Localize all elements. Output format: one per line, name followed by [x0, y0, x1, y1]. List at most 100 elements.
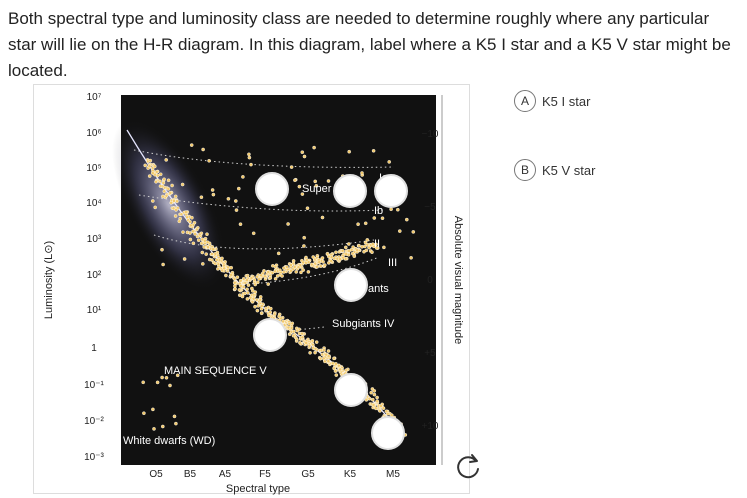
- star-dot: [213, 251, 218, 256]
- star-dot: [211, 192, 216, 197]
- question-line-1: Both spectral type and luminosity class …: [8, 9, 710, 28]
- star-dot: [188, 231, 192, 235]
- star-dot: [302, 235, 307, 240]
- star-dot: [158, 184, 163, 188]
- star-dot: [273, 264, 278, 269]
- star-dot: [334, 250, 338, 255]
- star-dot: [250, 300, 255, 304]
- star-dot: [363, 244, 367, 249]
- star-dot: [291, 329, 296, 334]
- star-dot: [171, 206, 176, 211]
- star-dot: [197, 232, 202, 237]
- star-dot: [313, 350, 317, 355]
- star-dot: [367, 245, 371, 250]
- label-class-ii: II: [374, 238, 380, 250]
- star-dot: [181, 230, 185, 234]
- magnitude-axis-title: Absolute visual magnitude: [452, 216, 464, 344]
- drop-zone-6[interactable]: [334, 373, 368, 407]
- star-dot: [253, 304, 257, 309]
- star-dot: [205, 232, 209, 236]
- main-sequence-glow: [112, 119, 226, 291]
- star-dot: [369, 390, 374, 395]
- drop-zone-2[interactable]: [333, 174, 367, 208]
- star-dot: [182, 257, 187, 261]
- star-dot: [411, 230, 416, 234]
- star-dot: [188, 219, 192, 224]
- star-dot: [210, 188, 215, 192]
- star-dot: [306, 270, 311, 274]
- star-dot: [226, 197, 231, 201]
- drop-zone-3[interactable]: [374, 174, 408, 208]
- star-dot: [200, 250, 205, 255]
- star-dot: [298, 340, 302, 345]
- star-dot: [147, 164, 152, 168]
- lum-tick: 10⁵: [86, 163, 101, 174]
- star-dot: [259, 273, 263, 278]
- drop-zone-1[interactable]: [255, 172, 289, 206]
- star-dot: [355, 248, 360, 252]
- star-dot: [164, 193, 169, 198]
- option-b[interactable]: B K5 V star: [514, 159, 595, 181]
- star-dot: [293, 178, 297, 182]
- star-dot: [360, 171, 364, 175]
- star-dot: [308, 350, 312, 355]
- star-dot: [241, 285, 246, 289]
- star-dot: [289, 165, 294, 169]
- label-white-dwarfs: White dwarfs (WD): [123, 435, 215, 447]
- star-dot: [152, 427, 156, 431]
- star-dot: [325, 251, 330, 256]
- label-subgiants: Subgiants IV: [332, 318, 395, 330]
- option-a[interactable]: A K5 I star: [514, 90, 590, 112]
- star-dot: [329, 259, 334, 263]
- star-dot: [286, 222, 290, 226]
- star-dot: [332, 256, 337, 261]
- star-dot: [147, 174, 152, 178]
- star-dot: [365, 238, 370, 242]
- reset-icon[interactable]: [453, 452, 483, 482]
- star-dot: [340, 248, 345, 253]
- star-dot: [216, 262, 221, 267]
- star-dot: [168, 383, 172, 388]
- star-dot: [321, 356, 326, 361]
- star-dot: [282, 266, 286, 270]
- star-dot: [232, 280, 237, 285]
- star-dot: [287, 332, 292, 336]
- lum-tick: 10⁴: [86, 198, 101, 209]
- star-dot: [365, 242, 370, 247]
- star-dot: [364, 248, 369, 253]
- star-dot: [235, 275, 240, 279]
- star-dot: [352, 254, 357, 258]
- star-dot: [375, 395, 379, 400]
- star-dot: [272, 312, 277, 317]
- star-dot: [172, 199, 176, 203]
- drop-zone-4[interactable]: [334, 268, 368, 302]
- star-dot: [385, 411, 390, 416]
- star-dot: [190, 215, 194, 220]
- lum-tick: 10⁶: [86, 128, 101, 139]
- star-dot: [292, 265, 297, 269]
- star-dot: [150, 171, 155, 175]
- star-dot: [336, 363, 341, 368]
- label-giants: ants: [368, 283, 389, 295]
- spectral-tick: B5: [184, 469, 197, 480]
- star-dot: [164, 375, 169, 380]
- star-dot: [179, 212, 184, 217]
- track-ia: [133, 149, 395, 168]
- star-dot: [201, 147, 205, 152]
- star-dot: [266, 270, 271, 274]
- drop-zone-7[interactable]: [371, 416, 405, 450]
- star-dot: [318, 356, 323, 361]
- star-dot: [188, 223, 193, 228]
- star-dot: [216, 267, 220, 271]
- star-dot: [326, 349, 331, 353]
- star-dot: [331, 361, 335, 366]
- star-dot: [250, 286, 254, 291]
- drop-zone-5[interactable]: [253, 318, 287, 352]
- star-dot: [162, 189, 167, 194]
- lum-tick: 10⁷: [87, 92, 102, 103]
- star-dot: [372, 389, 377, 393]
- star-dot: [249, 162, 253, 167]
- star-dot: [237, 288, 242, 292]
- star-dot: [205, 240, 210, 244]
- lum-tick: 10³: [87, 234, 102, 245]
